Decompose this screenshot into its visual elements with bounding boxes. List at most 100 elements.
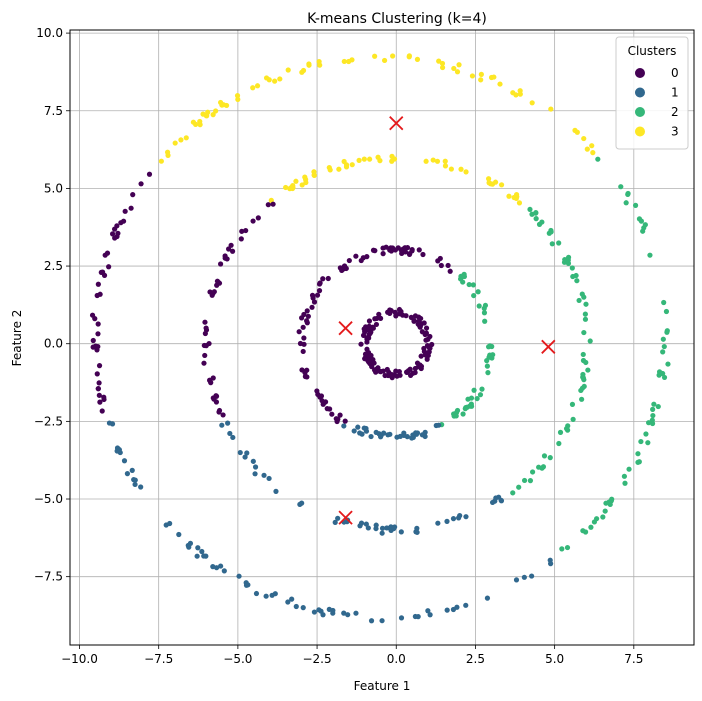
scatter-point <box>481 310 488 316</box>
scatter-point <box>106 264 112 270</box>
scatter-point <box>265 202 271 208</box>
centroid-marker <box>389 116 404 131</box>
legend-marker <box>635 107 645 117</box>
scatter-point <box>588 524 594 530</box>
scatter-point <box>273 488 279 494</box>
scatter-point <box>661 299 667 306</box>
scatter-point <box>202 319 208 325</box>
scatter-point <box>402 245 408 251</box>
scatter-point <box>266 77 272 83</box>
scatter-point <box>214 278 221 284</box>
scatter-point <box>463 602 469 608</box>
scatter-point <box>309 304 315 310</box>
scatter-point <box>358 341 364 347</box>
scatter-point <box>199 548 205 555</box>
scatter-point <box>379 530 385 536</box>
scatter-point <box>220 102 227 108</box>
scatter-point <box>572 127 578 133</box>
scatter-point <box>418 353 424 359</box>
scatter-point <box>101 272 108 278</box>
scatter-point <box>427 612 433 618</box>
centroid-stroke <box>541 339 556 354</box>
scatter-point <box>373 522 379 528</box>
x-axis: −10.0 −7.5 −5.0 −2.5 0.0 2.5 5.0 7.5 <box>61 645 643 666</box>
scatter-point <box>401 432 407 439</box>
legend-title: Clusters <box>628 44 677 58</box>
scatter-point <box>389 158 395 164</box>
scatter-point <box>527 478 534 484</box>
scatter-point <box>311 299 318 305</box>
scatter-point <box>451 65 457 72</box>
scatter-point <box>460 411 466 417</box>
scatter-point <box>254 83 261 89</box>
scatter-point <box>289 596 295 602</box>
scatter-point <box>389 245 396 251</box>
scatter-point <box>390 53 396 59</box>
scatter-point <box>90 337 96 344</box>
scatter-point <box>660 349 666 355</box>
scatter-point <box>253 590 260 597</box>
scatter-point <box>463 514 469 520</box>
scatter-point <box>319 398 325 404</box>
scatter-point <box>359 431 365 437</box>
scatter-point <box>367 156 373 162</box>
scatter-point <box>408 372 414 379</box>
scatter-point <box>316 288 323 294</box>
scatter-point <box>513 191 520 198</box>
scatter-point <box>645 440 651 446</box>
scatter-point <box>345 612 351 618</box>
scatter-point <box>366 318 373 324</box>
scatter-point <box>650 406 656 412</box>
scatter-point <box>398 529 404 535</box>
scatter-point <box>580 374 586 380</box>
scatter-point <box>95 281 101 287</box>
x-tick-label: 2.5 <box>466 652 485 666</box>
scatter-point <box>336 166 342 172</box>
scatter-point <box>579 396 585 402</box>
scatter-point <box>129 467 135 473</box>
scatter-point <box>589 143 595 149</box>
scatter-point <box>95 386 101 392</box>
scatter-point <box>422 433 428 440</box>
y-tick-label: 2.5 <box>44 259 63 273</box>
scatter-point <box>434 158 441 164</box>
scatter-point <box>343 164 350 170</box>
scatter-point <box>112 235 118 241</box>
scatter-point <box>341 610 347 616</box>
scatter-point <box>626 466 632 472</box>
scatter-point <box>311 609 317 615</box>
scatter-point <box>371 360 377 366</box>
scatter-point <box>138 181 144 187</box>
scatter-point <box>402 249 409 255</box>
scatter-point <box>581 329 587 336</box>
scatter-point <box>104 250 111 256</box>
scatter-point <box>96 392 102 398</box>
scatter-point <box>580 351 586 358</box>
scatter-point <box>416 247 422 253</box>
scatter-point <box>492 179 499 185</box>
scatter-point <box>130 192 136 198</box>
scatter-point <box>603 500 609 506</box>
scatter-point <box>362 329 368 335</box>
scatter-point <box>383 244 389 250</box>
scatter-point <box>266 475 272 482</box>
scatter-point <box>640 228 646 234</box>
scatter-point <box>95 331 101 337</box>
scatter-point <box>388 308 394 314</box>
scatter-point <box>356 157 362 163</box>
scatter-point <box>293 603 299 610</box>
scatter-point <box>220 412 226 418</box>
scatter-point <box>484 363 490 369</box>
scatter-point <box>335 416 341 422</box>
scatter-point <box>285 599 291 605</box>
scatter-point <box>316 59 322 65</box>
scatter-point <box>414 430 421 436</box>
scatter-point <box>529 211 535 217</box>
scatter-point <box>655 403 661 410</box>
scatter-point <box>316 607 322 613</box>
scatter-point <box>201 553 207 559</box>
scatter-point <box>476 303 482 309</box>
scatter-point <box>239 228 245 234</box>
scatter-point <box>299 69 305 75</box>
scatter-point <box>206 340 212 347</box>
